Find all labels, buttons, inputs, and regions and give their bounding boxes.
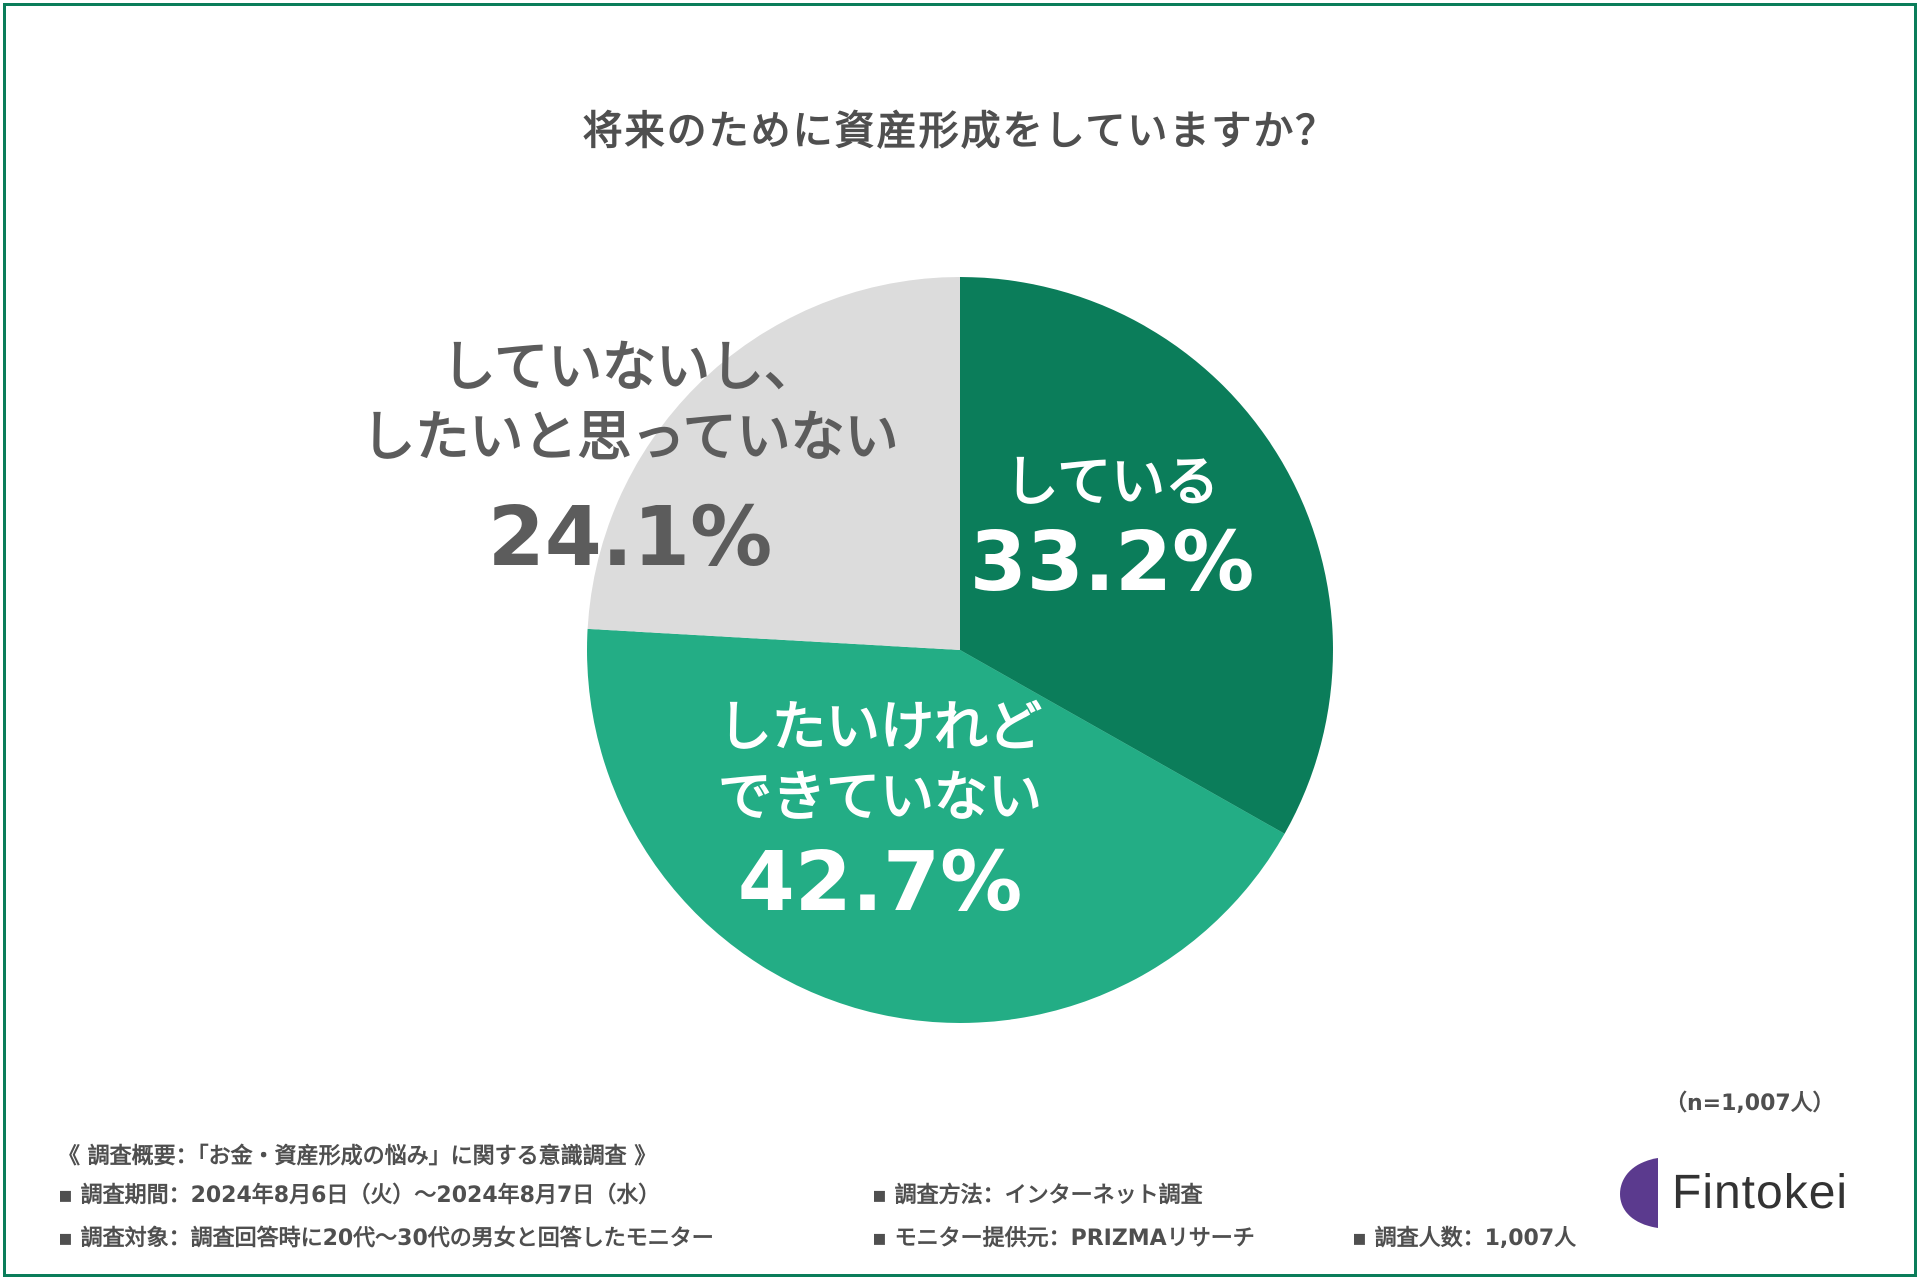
slice-label-2-line-2: できていない <box>718 765 1042 828</box>
slice-value-1: 33.2% <box>970 515 1254 610</box>
slice-label-1-line-1: している <box>1005 450 1219 513</box>
chart-frame <box>3 3 1917 1277</box>
slice-label-3-line-1: していないし、 <box>442 335 818 398</box>
slice-label-2-line-1: したいけれど <box>718 695 1042 758</box>
slice-label-3-line-2: したいと思っていない <box>361 405 898 468</box>
pie-slice-3 <box>587 277 960 650</box>
fintokei-logo-mark-icon <box>1620 1158 1658 1228</box>
pie-slice-2 <box>587 628 1285 1024</box>
survey-method: ▪ 調査方法：インターネット調査 <box>872 1183 1203 1208</box>
pie-slice-1 <box>960 277 1334 834</box>
survey-header: 《 調査概要：「お金・資産形成の悩み」に関する意識調査 》 <box>58 1144 657 1169</box>
chart-title: 将来のために資産形成をしていますか？ <box>582 108 1338 154</box>
survey-period: ▪ 調査期間：2024年8月6日（火）～2024年8月7日（水） <box>58 1183 661 1208</box>
survey-count: ▪ 調査人数：1,007人 <box>1352 1226 1577 1251</box>
survey-provider: ▪ モニター提供元：PRIZMAリサーチ <box>872 1226 1255 1251</box>
slice-value-3: 24.1% <box>488 490 772 585</box>
fintokei-logo-text: Fintokei <box>1672 1166 1849 1219</box>
sample-size: （n=1,007人） <box>1665 1091 1835 1116</box>
slice-value-2: 42.7% <box>738 835 1022 930</box>
survey-target: ▪ 調査対象：調査回答時に20代～30代の男女と回答したモニター <box>58 1226 714 1251</box>
